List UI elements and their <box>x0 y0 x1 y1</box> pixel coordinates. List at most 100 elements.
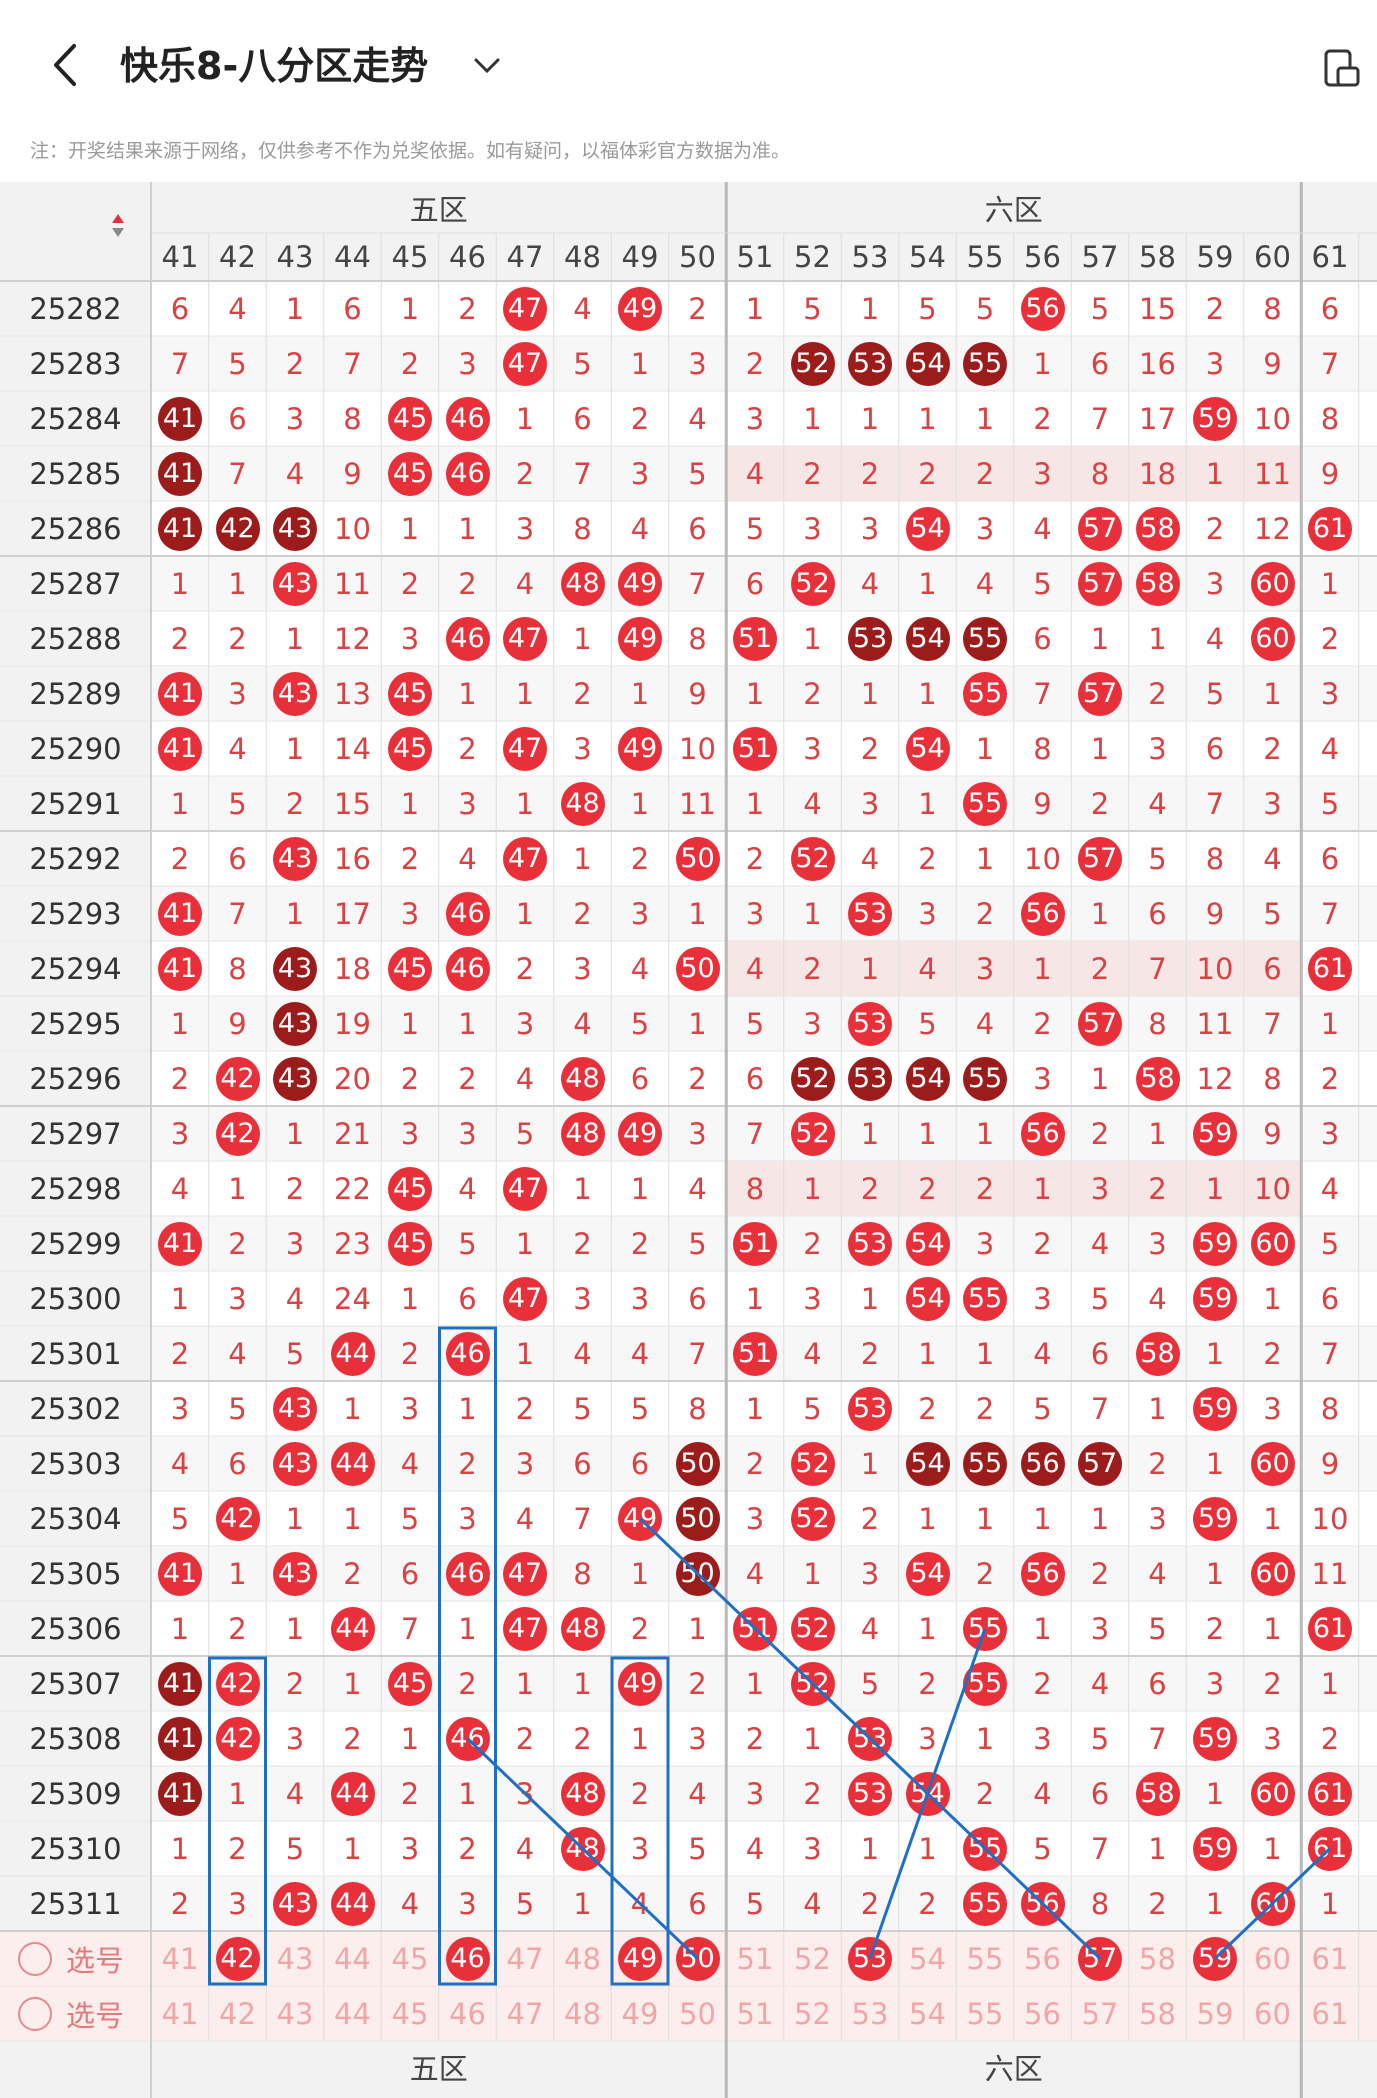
pick-cell[interactable]: 44 <box>334 1996 371 2031</box>
table-cell: 41 <box>151 941 209 996</box>
pick-cell[interactable]: 45 <box>391 1996 429 2031</box>
table-cell: 7 <box>688 1336 707 1371</box>
table-cell: 4 <box>170 1446 190 1481</box>
table-cell: 54 <box>899 1216 957 1271</box>
pick-cell[interactable]: 56 <box>1024 1941 1061 1976</box>
pick-cell[interactable]: 43 <box>276 1941 314 1976</box>
pick-row-label[interactable]: 选号 <box>18 1931 151 1986</box>
table-cell: 2 <box>918 1886 937 1921</box>
table-cell: 2 <box>400 346 420 381</box>
hit-ball: 49 <box>618 561 662 606</box>
table-cell: 7 <box>1263 1006 1282 1041</box>
table-cell: 3 <box>400 1391 420 1426</box>
table-cell: 2 <box>458 1831 477 1866</box>
hit-ball: 53 <box>848 1221 892 1266</box>
hit-ball: 41 <box>158 1716 202 1761</box>
table-cell: 2 <box>803 1226 822 1261</box>
issue-number: 25284 <box>29 401 122 436</box>
table-cell: 3 <box>228 676 247 711</box>
pick-cell[interactable]: 54 <box>909 1996 946 2031</box>
pick-cell[interactable]: 45 <box>391 1941 429 1976</box>
pick-cell[interactable]: 41 <box>161 1996 199 2031</box>
pick-cell[interactable]: 56 <box>1024 1996 1061 2031</box>
page-title[interactable]: 快乐8-八分区走势 <box>120 44 429 88</box>
pick-cell[interactable]: 46 <box>439 1931 497 1986</box>
hit-ball: 43 <box>273 1386 317 1431</box>
pick-cell[interactable]: 55 <box>966 1941 1004 1976</box>
pick-cell[interactable]: 48 <box>564 1941 601 1976</box>
radio-circle-icon[interactable] <box>18 1996 52 2031</box>
table-cell: 12 <box>1196 1061 1234 1096</box>
table-cell: 6 <box>1320 841 1340 876</box>
pick-cell[interactable]: 51 <box>736 1996 774 2031</box>
pick-cell[interactable]: 50 <box>679 1996 716 2031</box>
table-cell: 3 <box>1033 1721 1052 1756</box>
table-cell: 2 <box>630 1611 650 1646</box>
table-cell: 1 <box>1205 1886 1225 1921</box>
pick-cell[interactable]: 49 <box>611 1931 669 1986</box>
chevron-down-icon[interactable] <box>472 50 502 80</box>
hit-ball: 41 <box>158 451 202 496</box>
pick-cell[interactable]: 54 <box>909 1941 946 1976</box>
hit-ball: 48 <box>560 781 605 826</box>
pick-row-label[interactable]: 选号 <box>18 1986 151 2041</box>
table-cell: 2 <box>860 1171 880 1206</box>
pick-cell[interactable]: 59 <box>1196 1996 1234 2031</box>
table-cell: 48 <box>554 1051 612 1106</box>
table-cell: 43 <box>266 501 324 556</box>
pick-cell[interactable]: 42 <box>209 1931 267 1986</box>
pick-cell[interactable]: 55 <box>966 1996 1004 2031</box>
table-cell: 7 <box>1205 786 1225 821</box>
table-cell: 6 <box>688 1886 707 1921</box>
hit-ball: 41 <box>158 396 202 441</box>
pick-cell[interactable]: 41 <box>161 1941 199 1976</box>
table-cell: 5 <box>1090 1281 1110 1316</box>
pick-cell[interactable]: 60 <box>1254 1996 1291 2031</box>
pick-cell[interactable]: 60 <box>1254 1941 1291 1976</box>
table-cell: 5 <box>745 1886 765 1921</box>
pick-cell[interactable]: 61 <box>1311 1941 1349 1976</box>
pick-cell[interactable]: 48 <box>564 1996 601 2031</box>
row-stripe <box>151 1546 1377 1601</box>
table-cell: 8 <box>343 401 362 436</box>
table-cell: 2 <box>745 1721 765 1756</box>
pick-cell[interactable]: 58 <box>1139 1941 1176 1976</box>
table-cell: 4 <box>975 566 995 601</box>
table-cell: 52 <box>784 831 842 886</box>
back-arrow-icon[interactable] <box>44 40 88 90</box>
pick-cell[interactable]: 49 <box>621 1996 659 2031</box>
table-cell: 9 <box>343 456 362 491</box>
table-cell: 1 <box>400 786 420 821</box>
table-cell: 52 <box>784 1051 842 1106</box>
pick-cell[interactable]: 57 <box>1081 1996 1119 2031</box>
pick-cell[interactable]: 44 <box>334 1941 371 1976</box>
hit-ball: 58 <box>1135 506 1180 551</box>
table-cell: 55 <box>956 666 1014 721</box>
sort-icon[interactable] <box>112 214 124 237</box>
table-cell: 3 <box>170 1116 190 1151</box>
picked-ball[interactable]: 42 <box>215 1936 260 1981</box>
pick-cell[interactable]: 53 <box>851 1996 889 2031</box>
pick-cell[interactable]: 46 <box>449 1996 486 2031</box>
pick-cell[interactable]: 51 <box>736 1941 774 1976</box>
pick-cell[interactable]: 47 <box>506 1941 544 1976</box>
radio-circle-icon[interactable] <box>18 1941 52 1976</box>
table-cell: 4 <box>745 1831 765 1866</box>
device-icon[interactable] <box>1320 48 1362 90</box>
table-cell: 2 <box>228 1611 247 1646</box>
pick-cell[interactable]: 58 <box>1139 1996 1176 2031</box>
table-cell: 6 <box>228 401 247 436</box>
issue-number: 25309 <box>29 1776 122 1811</box>
pick-cell[interactable]: 61 <box>1311 1996 1349 2031</box>
pick-cell[interactable]: 43 <box>276 1996 314 2031</box>
pick-cell[interactable]: 52 <box>794 1941 831 1976</box>
picked-ball[interactable]: 49 <box>618 1936 662 1981</box>
pick-cell[interactable]: 42 <box>219 1996 256 2031</box>
pick-cell[interactable]: 47 <box>506 1996 544 2031</box>
table-cell: 52 <box>784 556 842 611</box>
pick-cell[interactable]: 52 <box>794 1996 831 2031</box>
table-cell: 4 <box>1148 1281 1167 1316</box>
picked-ball[interactable]: 46 <box>445 1936 490 1981</box>
table-cell: 7 <box>228 896 247 931</box>
table-cell: 1 <box>228 1556 247 1591</box>
